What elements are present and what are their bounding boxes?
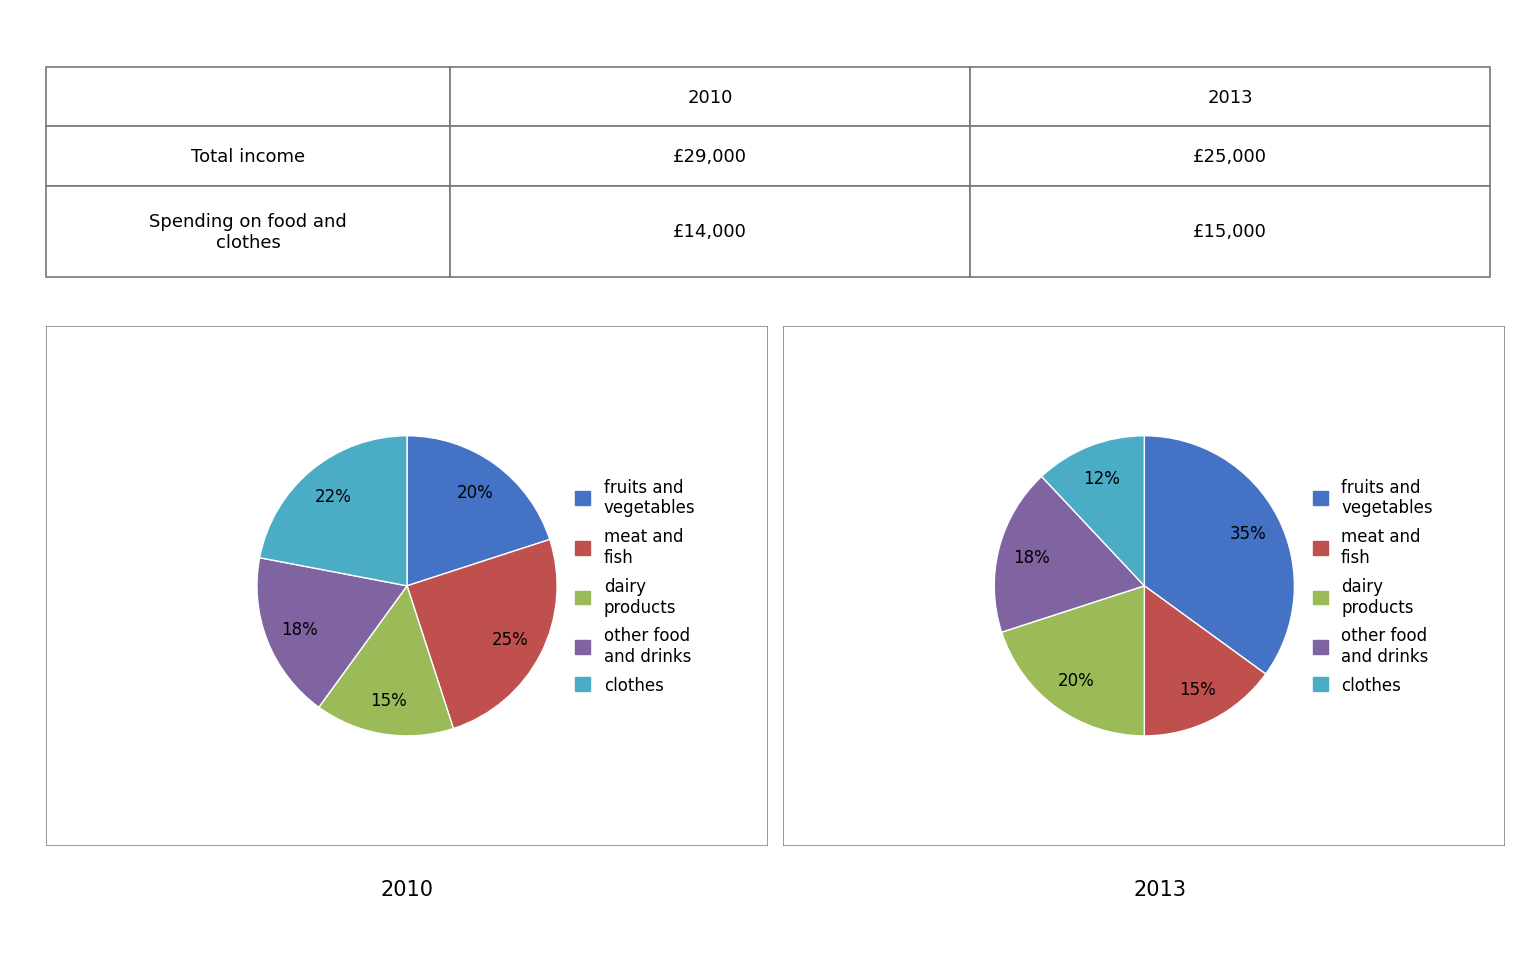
Wedge shape [407, 436, 550, 586]
Text: 2010: 2010 [381, 879, 433, 899]
Legend: fruits and
vegetables, meat and
fish, dairy
products, other food
and drinks, clo: fruits and vegetables, meat and fish, da… [1313, 478, 1433, 695]
Text: 18%: 18% [1014, 549, 1051, 566]
Wedge shape [260, 436, 407, 586]
Wedge shape [1144, 586, 1266, 736]
Text: 12%: 12% [1083, 469, 1120, 487]
Text: 20%: 20% [456, 483, 493, 502]
Wedge shape [407, 540, 558, 728]
Wedge shape [994, 477, 1144, 632]
Text: 22%: 22% [315, 488, 352, 505]
Legend: fruits and
vegetables, meat and
fish, dairy
products, other food
and drinks, clo: fruits and vegetables, meat and fish, da… [576, 478, 696, 695]
Text: 15%: 15% [370, 692, 407, 710]
Text: 15%: 15% [1178, 680, 1215, 699]
Wedge shape [1001, 586, 1144, 736]
Wedge shape [1041, 436, 1144, 586]
Wedge shape [319, 586, 453, 736]
Wedge shape [257, 558, 407, 707]
Text: 25%: 25% [492, 629, 528, 648]
Text: 2013: 2013 [1134, 879, 1186, 899]
Text: 35%: 35% [1229, 525, 1266, 543]
Wedge shape [1144, 436, 1295, 675]
Text: 18%: 18% [281, 620, 318, 638]
Text: 20%: 20% [1058, 671, 1095, 689]
